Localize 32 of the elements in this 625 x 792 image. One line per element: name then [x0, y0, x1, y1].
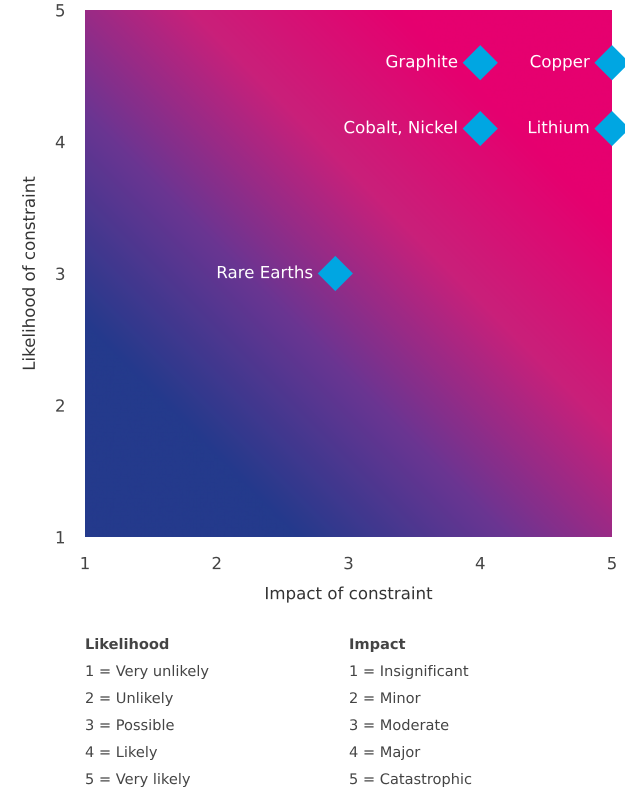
- point: [462, 111, 498, 146]
- y-tick-label: 1: [56, 531, 64, 544]
- point: [318, 256, 353, 292]
- x-tick-label: 2: [212, 556, 220, 570]
- text: 3 = Moderate: [350, 718, 448, 730]
- text: 1 = Insignificant: [350, 664, 468, 680]
- series-label: Lithium: [528, 120, 588, 134]
- text: 3 = Possible: [86, 718, 174, 730]
- text: 4 = Major: [350, 746, 420, 760]
- text: 2 = Minor: [350, 692, 421, 704]
- series-label: Cobalt, Nickel: [344, 120, 456, 136]
- text: Likelihood: [86, 638, 168, 650]
- x-tick-label: 4: [476, 556, 485, 570]
- x-tick-label: 3: [344, 556, 352, 570]
- y-tick-label: 4: [56, 136, 65, 148]
- text: 5 = Very likely: [86, 772, 190, 788]
- y-tick-label: 2: [56, 399, 64, 412]
- series-label: Rare Earths: [218, 265, 312, 278]
- text: 5 = Catastrophic: [350, 772, 472, 788]
- y-tick-label: 3: [56, 267, 64, 280]
- x-axis-title: Impact of constraint: [266, 586, 432, 603]
- text: 4 = Likely: [86, 746, 158, 760]
- text: Impact: [350, 638, 406, 652]
- x-tick-label: 5: [608, 556, 616, 570]
- text: 1 = Very unlikely: [86, 664, 209, 680]
- y-tick-label: 5: [56, 4, 64, 17]
- series-label: Copper: [530, 54, 590, 71]
- x-tick-label: 1: [82, 556, 89, 570]
- series-label: Graphite: [386, 54, 458, 71]
- text: 2 = Unlikely: [86, 692, 173, 706]
- y-axis-title: Likelihood of constraint: [22, 176, 36, 370]
- point: [462, 45, 498, 80]
